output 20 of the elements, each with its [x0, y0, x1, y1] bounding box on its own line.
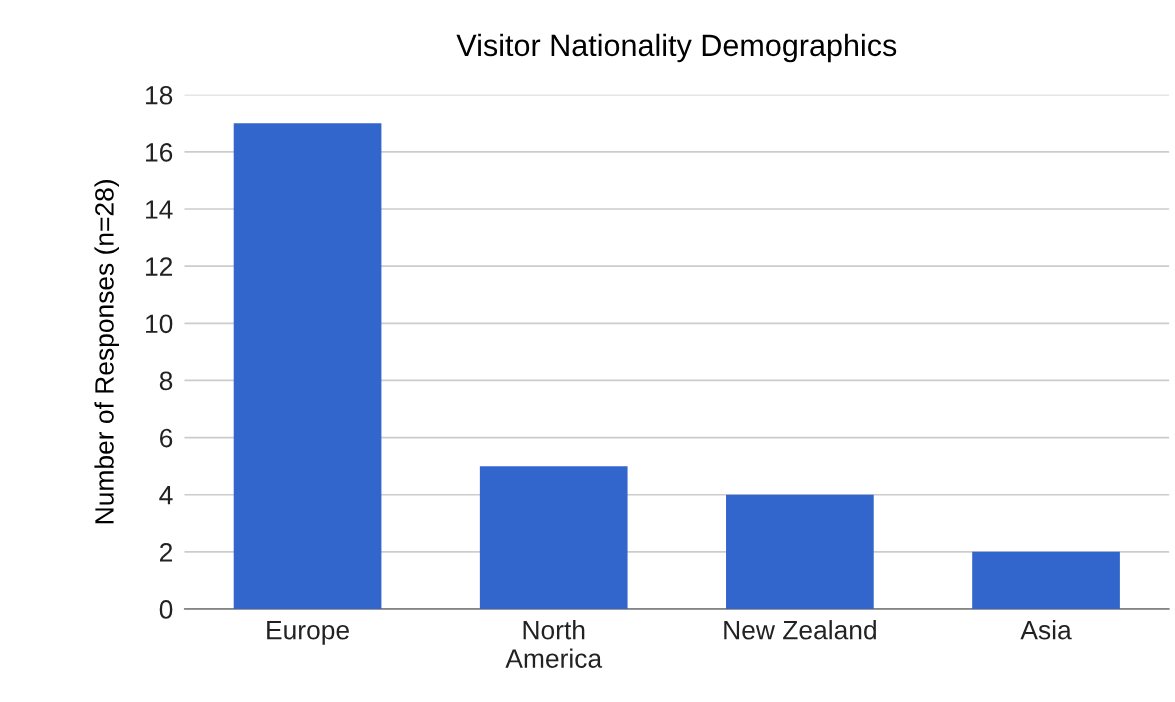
y-tick-label: 14 [146, 200, 173, 219]
x-tick-label: Asia [1020, 620, 1072, 640]
bar [479, 466, 628, 609]
y-tick-label: 16 [146, 143, 173, 162]
x-tick-label: New Zealand [724, 620, 876, 640]
y-tick-label: 2 [160, 542, 173, 562]
bar [233, 123, 382, 609]
y-axis-title: Number of Responses (n=28) [94, 180, 120, 524]
x-tick-label: North America [505, 620, 603, 668]
x-tick-label: Europe [267, 621, 349, 645]
y-tick-label: 8 [159, 371, 173, 391]
y-tick-label: 4 [159, 486, 173, 505]
y-tick-label: 12 [146, 257, 173, 276]
chart-title: Visitor Nationality Demographics [456, 33, 897, 63]
y-tick-label: 18 [146, 85, 173, 105]
y-tick-label: 6 [160, 428, 173, 448]
bar [972, 551, 1120, 609]
y-tick-label: 10 [146, 314, 173, 334]
bar [726, 494, 874, 609]
y-tick-label: 0 [159, 600, 173, 619]
